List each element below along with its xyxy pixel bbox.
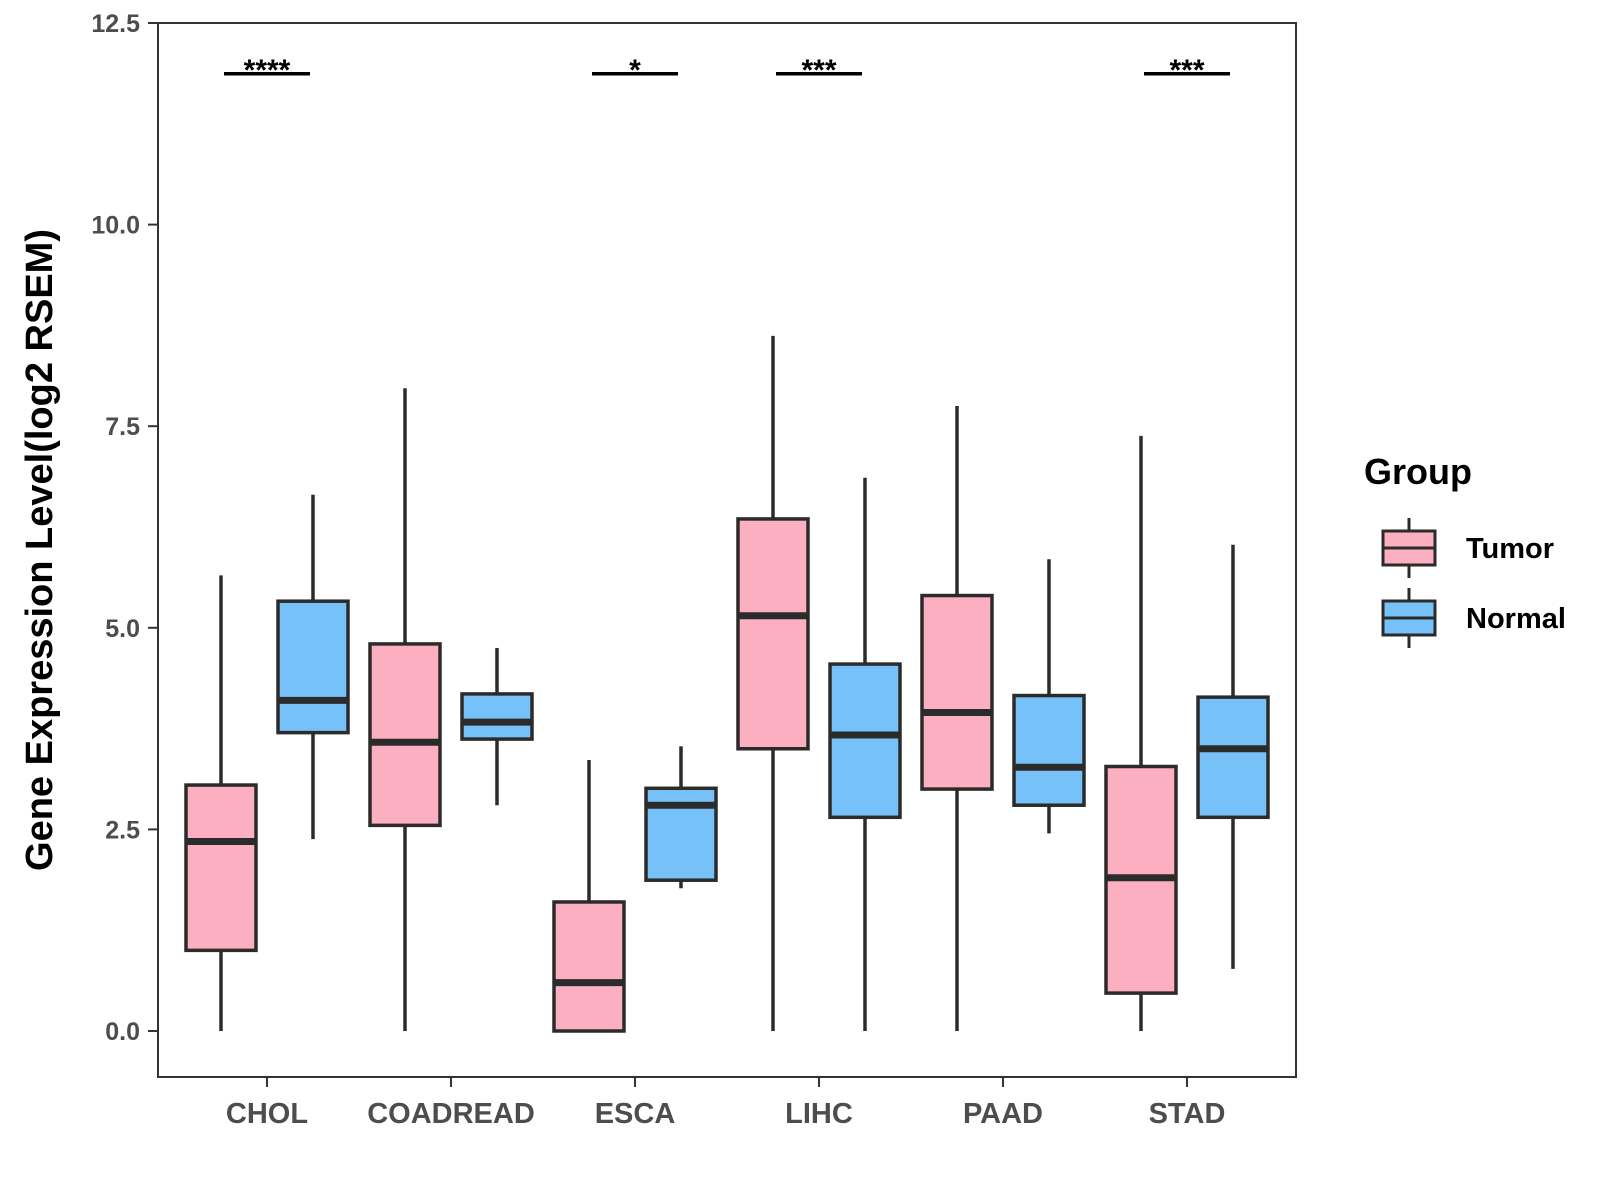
box-body xyxy=(552,900,626,1033)
y-tick-label: 10.0 xyxy=(91,212,140,240)
box-normal-stad xyxy=(1196,544,1270,969)
box-body xyxy=(276,599,350,735)
significance-label: * xyxy=(629,54,641,87)
legend-item-tumor: Tumor xyxy=(1381,518,1554,578)
y-tick-label: 12.5 xyxy=(91,10,140,38)
box-body xyxy=(460,692,534,741)
x-tick-label: PAAD xyxy=(963,1098,1043,1130)
box-body xyxy=(736,517,810,751)
x-tick-label: LIHC xyxy=(785,1098,853,1130)
legend-item-normal: Normal xyxy=(1381,588,1566,648)
box-tumor-chol xyxy=(184,575,258,1031)
x-tick-label: CHOL xyxy=(226,1098,308,1130)
box-normal-lihc xyxy=(828,477,902,1031)
boxes-layer xyxy=(184,335,1270,1033)
legend-label: Normal xyxy=(1466,603,1566,635)
significance-label: *** xyxy=(1169,54,1204,87)
x-tick-label: ESCA xyxy=(595,1098,676,1130)
box-body xyxy=(828,662,902,820)
box-tumor-esca xyxy=(552,760,626,1033)
y-tick-label: 7.5 xyxy=(105,413,140,441)
box-body xyxy=(1012,693,1086,807)
box-body xyxy=(1196,695,1270,820)
legend: Group Tumor Normal xyxy=(1364,451,1566,648)
box-normal-paad xyxy=(1012,559,1086,834)
y-tick-label: 0.0 xyxy=(105,1018,140,1046)
significance-label: *** xyxy=(801,54,836,87)
box-body xyxy=(184,783,258,953)
y-axis-title: Gene Expression Level(log2 RSEM) xyxy=(19,229,61,871)
y-axis: 0.0 2.5 5.0 7.5 10.0 12.5 xyxy=(91,10,158,1046)
box-tumor-paad xyxy=(920,406,994,1031)
x-axis: CHOL COADREAD ESCA LIHC PAAD STAD xyxy=(226,1077,1225,1130)
box-tumor-coadread xyxy=(368,388,442,1031)
box-body xyxy=(920,593,994,791)
y-tick-label: 5.0 xyxy=(105,615,140,643)
box-tumor-stad xyxy=(1104,435,1178,1031)
significance-annotations: **** * *** *** xyxy=(224,54,1230,87)
box-normal-coadread xyxy=(460,647,534,806)
legend-label: Tumor xyxy=(1466,533,1554,565)
x-tick-label: COADREAD xyxy=(367,1098,535,1130)
box-normal-esca xyxy=(644,746,718,889)
y-tick-label: 2.5 xyxy=(105,816,140,844)
x-tick-label: STAD xyxy=(1149,1098,1226,1130)
box-body xyxy=(368,642,442,828)
box-tumor-lihc xyxy=(736,335,810,1031)
box-normal-chol xyxy=(276,494,350,840)
legend-title: Group xyxy=(1364,451,1472,492)
significance-label: **** xyxy=(244,54,291,87)
